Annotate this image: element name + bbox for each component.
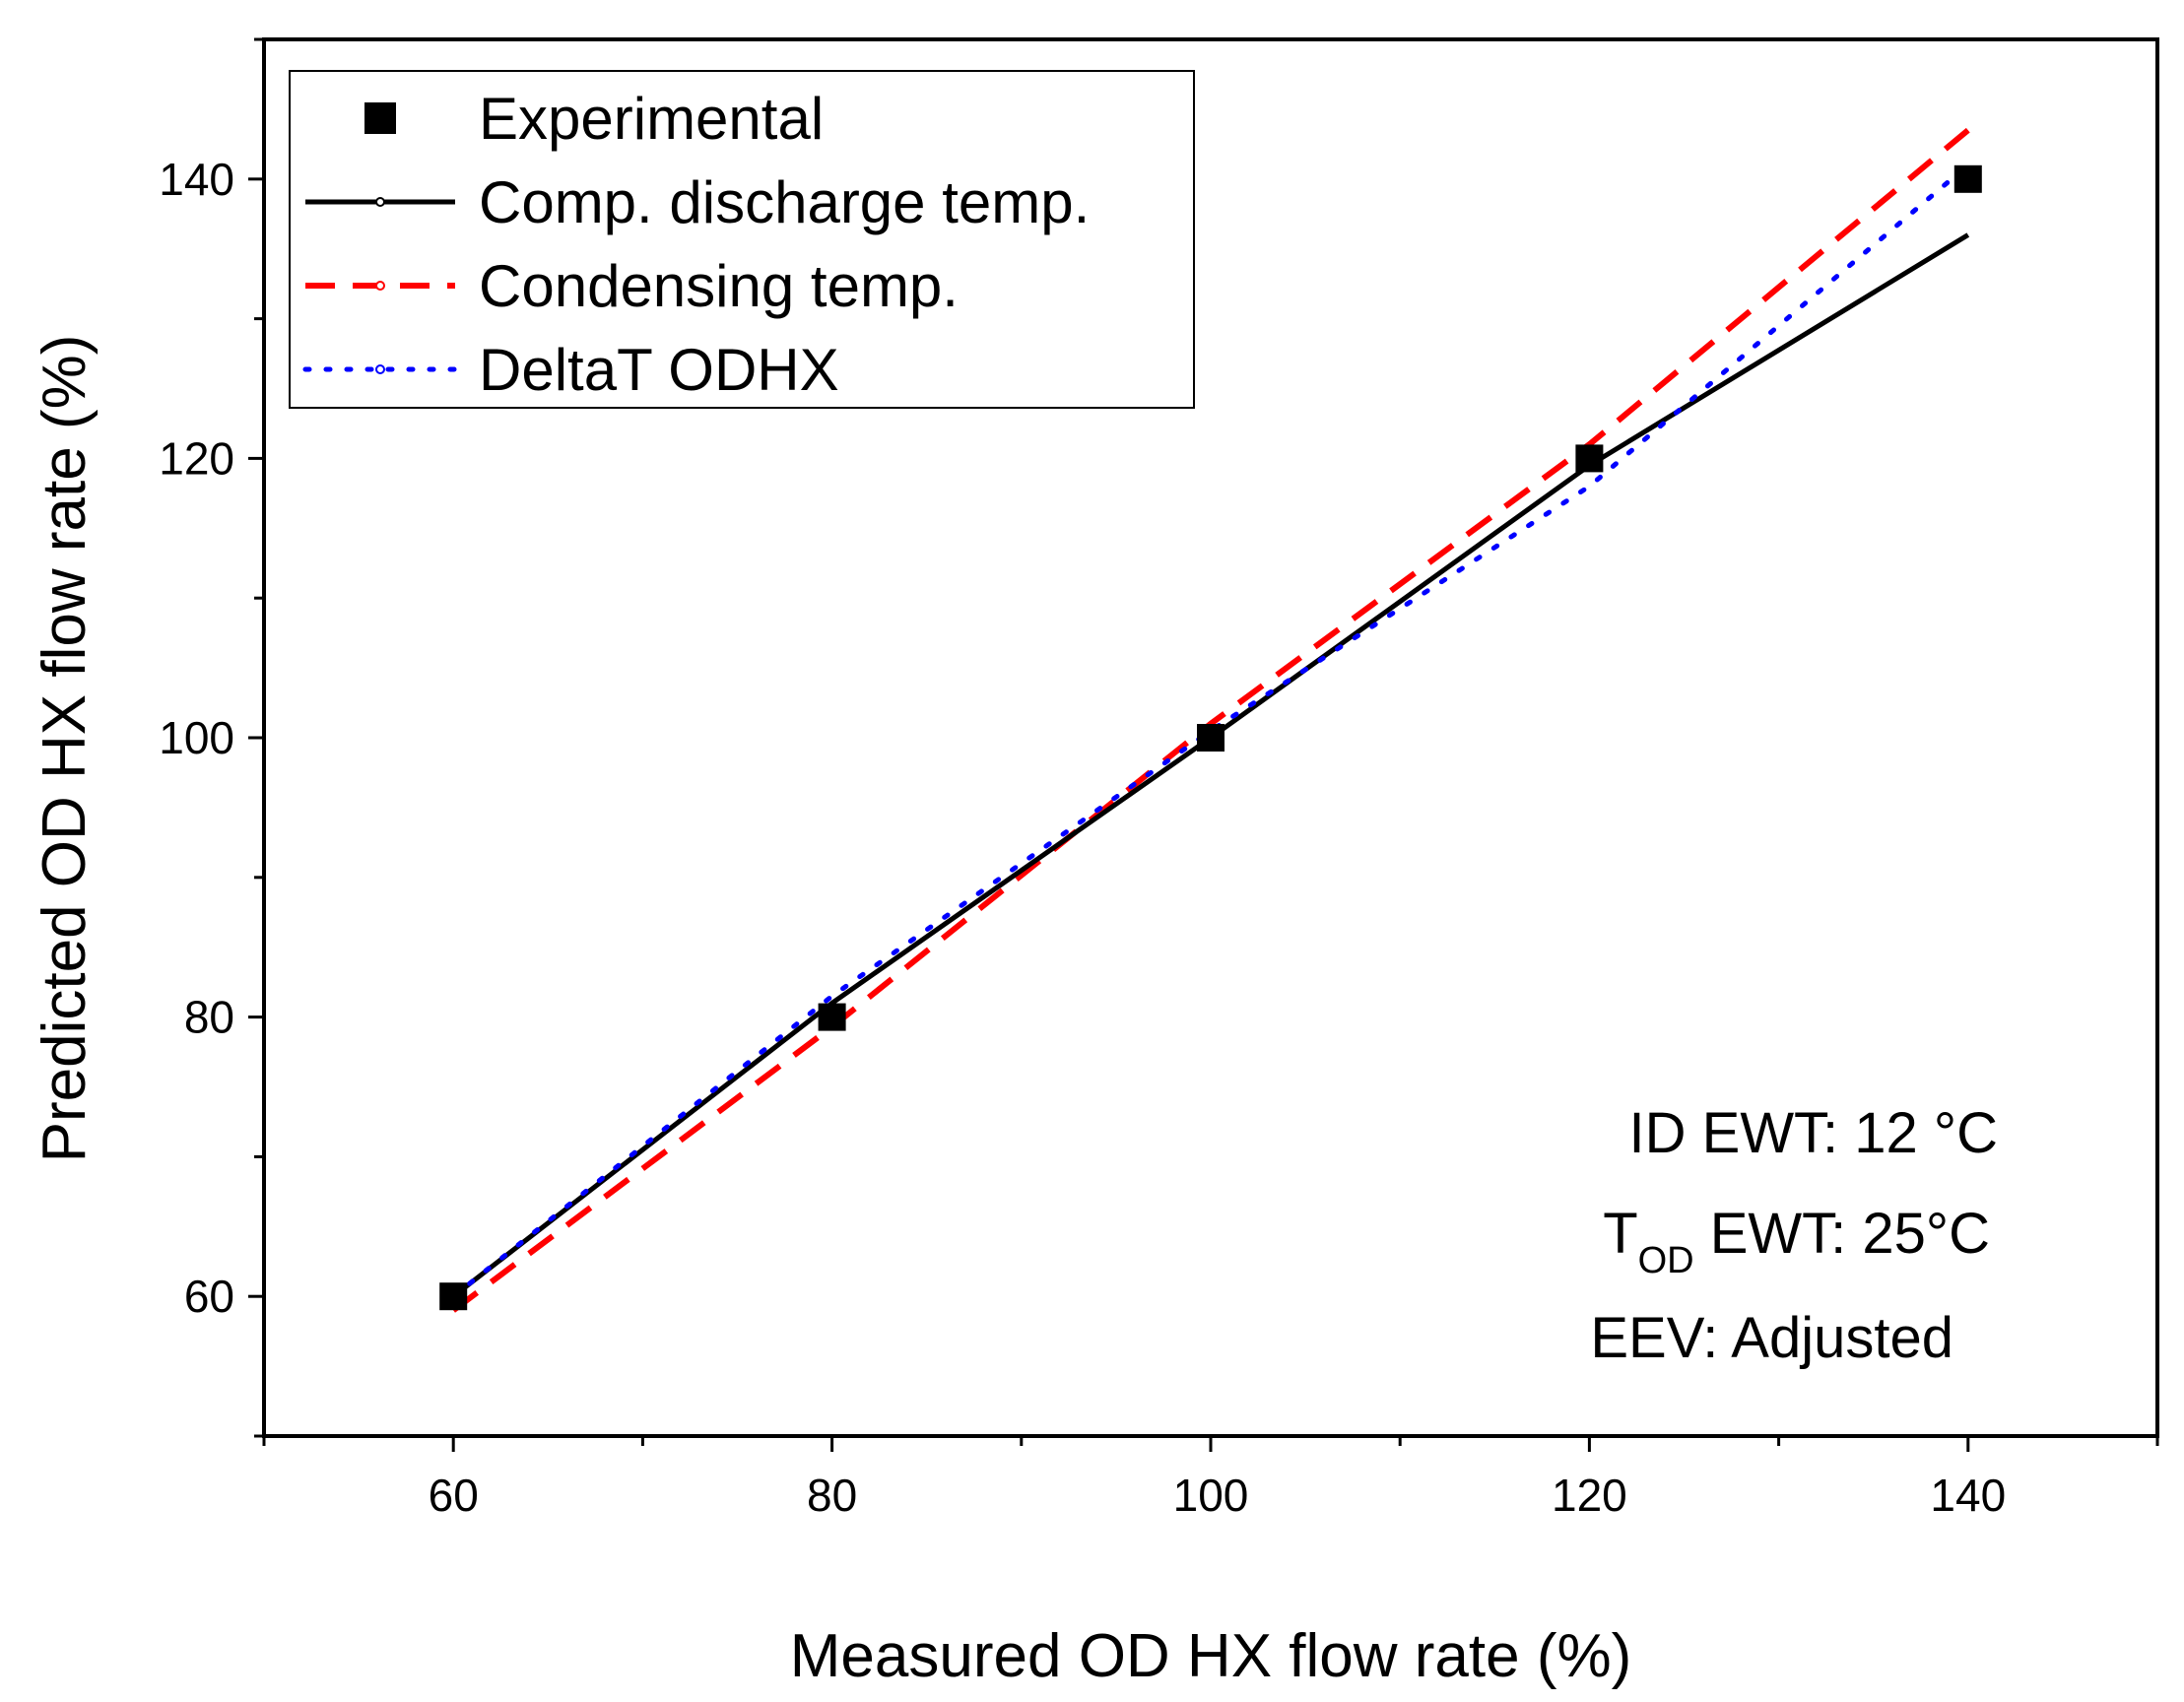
legend-label-experimental: Experimental — [479, 86, 824, 152]
x-tick-label: 120 — [1552, 1470, 1627, 1521]
legend-marker-condensing — [375, 281, 385, 291]
legend-marker-deltat-odhx — [375, 364, 385, 374]
experimental-point — [818, 1003, 846, 1031]
x-tick-label: 60 — [429, 1470, 479, 1521]
legend-label-condensing: Condensing temp. — [479, 253, 959, 319]
x-axis-title: Measured OD HX flow rate (%) — [790, 1622, 1631, 1690]
legend-marker-comp-discharge — [375, 197, 385, 207]
y-tick-label: 100 — [159, 712, 234, 763]
experimental-point — [439, 1282, 468, 1311]
x-tick-label: 140 — [1930, 1470, 2006, 1521]
y-tick-label: 80 — [184, 992, 234, 1043]
experimental-point — [1197, 724, 1224, 752]
y-axis-title: Predicted OD HX flow rate (%) — [31, 335, 99, 1163]
legend-swatch-experimental — [364, 102, 396, 134]
experimental-point — [1575, 444, 1604, 473]
series-line-condensing-temp — [451, 127, 1970, 1313]
y-tick-label: 120 — [159, 432, 234, 484]
annotation-tod-ewt: TOD EWT: 25°C — [1603, 1202, 1990, 1281]
legend-label-comp-discharge: Comp. discharge temp. — [479, 169, 1090, 235]
legend-swatches — [302, 102, 458, 374]
series-layer — [439, 127, 1982, 1313]
experimental-point — [1953, 164, 1982, 193]
x-tick-label: 80 — [807, 1470, 857, 1521]
legend-label-deltat-odhx: DeltaT ODHX — [479, 337, 839, 403]
legend: Experimental Comp. discharge temp. Conde… — [289, 70, 1195, 409]
axis-ticks: 60 80 100 120 140 60 80 100 120 140 — [159, 37, 2159, 1521]
y-tick-label: 140 — [159, 154, 234, 205]
annotation-eev: EEV: Adjusted — [1590, 1306, 1953, 1370]
legend-box — [289, 70, 1195, 409]
x-tick-label: 100 — [1173, 1470, 1249, 1521]
annotation-block: ID EWT: 12 °C TOD EWT: 25°C EEV: Adjuste… — [1590, 1101, 1998, 1370]
y-tick-label: 60 — [184, 1271, 234, 1322]
annotation-id-ewt: ID EWT: 12 °C — [1629, 1101, 1998, 1165]
